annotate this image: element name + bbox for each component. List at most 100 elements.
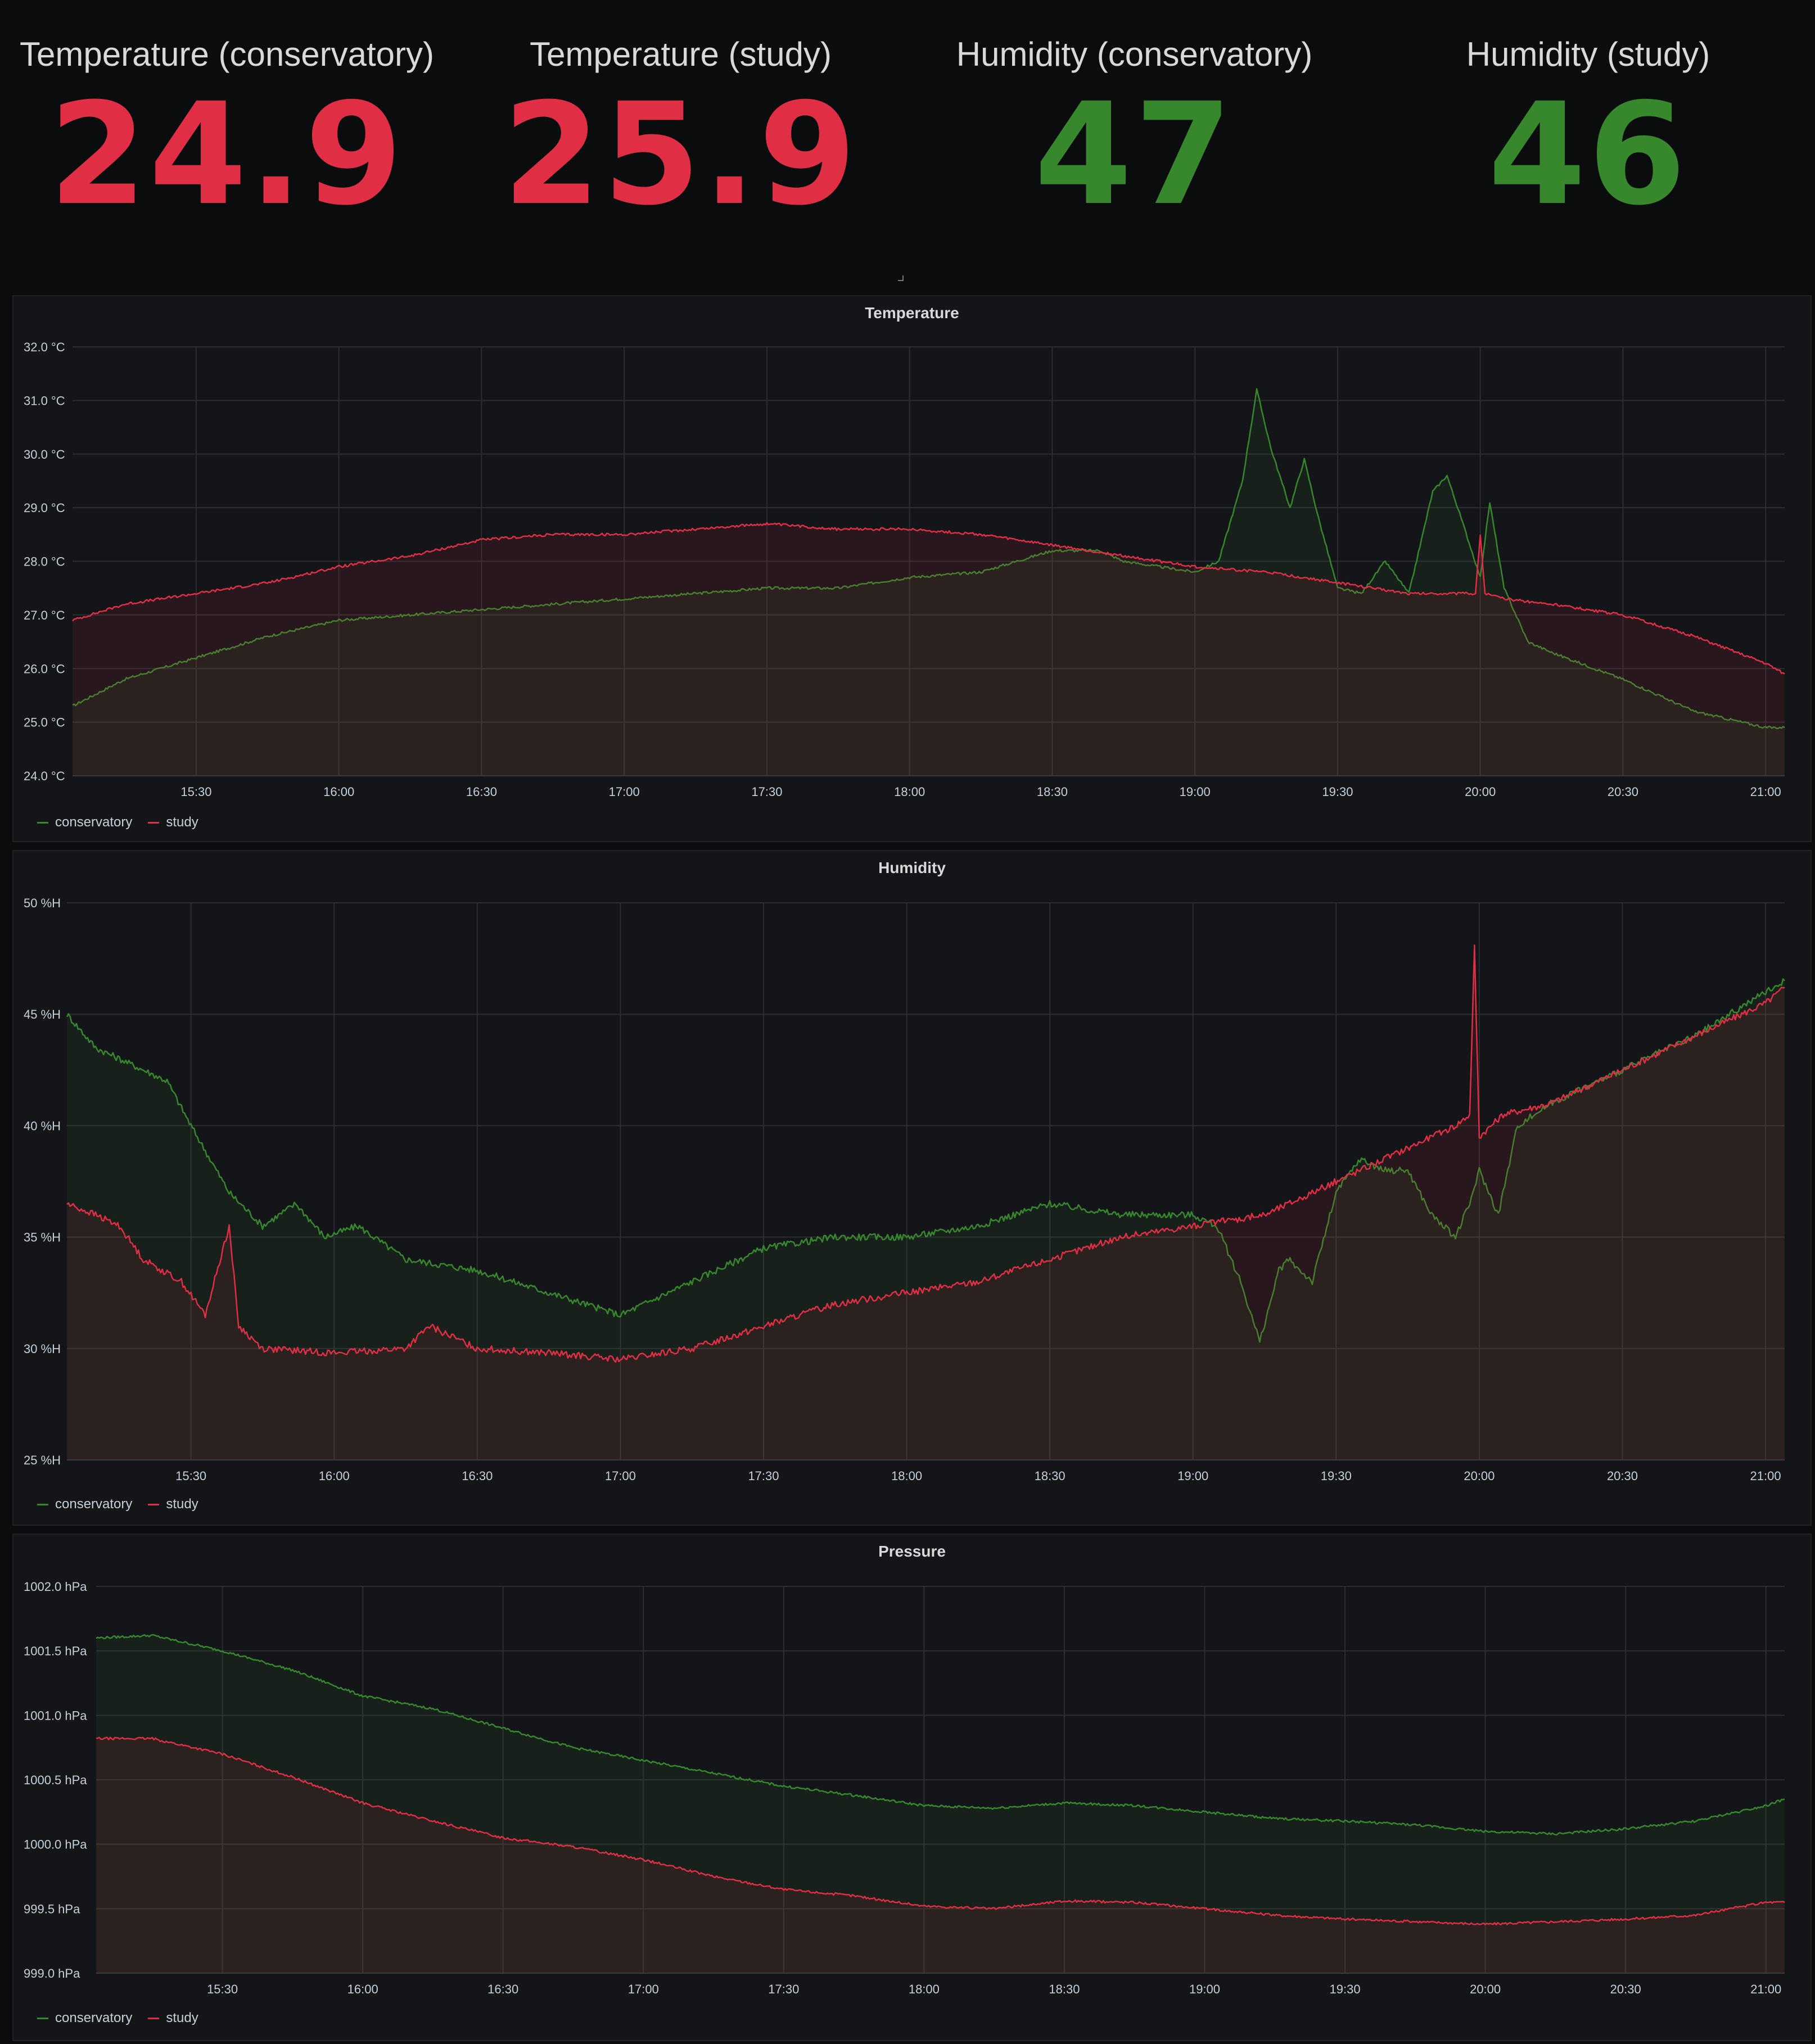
- legend-swatch-icon: [148, 1503, 160, 1505]
- x-tick-label: 20:00: [1470, 1982, 1501, 1996]
- legend-swatch-icon: [148, 2017, 160, 2019]
- y-tick-label: 999.0 hPa: [24, 1966, 80, 1980]
- legend-item-conservatory[interactable]: conservatory: [37, 815, 132, 830]
- x-tick-label: 19:30: [1321, 1469, 1352, 1483]
- stat-value: 47: [1034, 73, 1235, 236]
- y-tick-label: 29.0 °C: [24, 501, 65, 515]
- y-tick-label: 25.0 °C: [24, 716, 65, 730]
- y-tick-label: 25 %H: [24, 1453, 61, 1467]
- legend-item-conservatory[interactable]: conservatory: [37, 2010, 132, 2026]
- x-tick-label: 15:30: [207, 1982, 238, 1996]
- legend-item-study[interactable]: study: [148, 815, 198, 830]
- pressure-chart[interactable]: 999.0 hPa 999.5 hPa 1000.0 hPa 1000.5 hPa 10…: [13, 1535, 1811, 2040]
- legend-item-study[interactable]: study: [148, 1496, 198, 1512]
- temperature-chart[interactable]: 24.0 °C 25.0 °C 26.0 °C 27.0 °C 28.0 °C 29.0 …: [13, 296, 1811, 841]
- x-tick-label: 21:00: [1750, 1982, 1781, 1996]
- x-tick-label: 18:30: [1049, 1982, 1080, 1996]
- legend-label: conservatory: [55, 1496, 133, 1512]
- legend-item-conservatory[interactable]: conservatory: [37, 1496, 132, 1512]
- x-tick-label: 16:00: [347, 1982, 378, 1996]
- series-area-conservatory: [67, 979, 1785, 1460]
- series-area-conservatory: [96, 1635, 1785, 1973]
- y-tick-label: 26.0 °C: [24, 662, 65, 676]
- series-area-conservatory: [73, 388, 1785, 776]
- y-tick-label: 27.0 °C: [24, 608, 65, 622]
- y-tick-label: 35 %H: [24, 1231, 61, 1245]
- legend-label: study: [166, 2010, 198, 2025]
- stat-title: Humidity (conservatory): [956, 35, 1313, 73]
- x-tick-label: 16:30: [462, 1469, 493, 1483]
- x-tick-label: 17:30: [768, 1982, 799, 1996]
- stat-title: Humidity (study): [1466, 35, 1710, 73]
- x-tick-label: 18:00: [909, 1982, 940, 1996]
- x-tick-label: 20:30: [1607, 1469, 1638, 1483]
- legend-swatch-icon: [37, 1503, 48, 1505]
- x-tick-label: 21:00: [1750, 785, 1781, 799]
- legend-item-study[interactable]: study: [148, 2010, 198, 2026]
- panel-title[interactable]: Humidity: [878, 859, 946, 876]
- stat-value: 25.9: [503, 73, 859, 236]
- x-tick-label: 17:00: [628, 1982, 659, 1996]
- stat-temperature-conservatory[interactable]: Temperature (conservatory) 24.9: [0, 0, 454, 281]
- stat-title: Temperature (study): [530, 35, 832, 73]
- x-tick-label: 21:00: [1750, 1469, 1781, 1483]
- y-tick-label: 1001.0 hPa: [24, 1708, 87, 1722]
- legend-label: conservatory: [55, 815, 133, 830]
- series-line-conservatory[interactable]: [96, 1634, 1785, 1836]
- temperature-graph-panel[interactable]: Temperature 24.0 °C 25.0 °C 26.0 °C 27.0 °C…: [12, 295, 1812, 842]
- x-tick-label: 17:30: [748, 1469, 779, 1483]
- resize-handle-icon[interactable]: [898, 275, 904, 281]
- x-tick-label: 19:00: [1189, 1982, 1220, 1996]
- series-line-study[interactable]: [72, 522, 1785, 675]
- stat-panels-row: Temperature (conservatory) 24.9 Temperat…: [0, 0, 1815, 292]
- y-tick-label: 24.0 °C: [24, 769, 65, 783]
- x-tick-label: 19:30: [1330, 1982, 1361, 1996]
- x-tick-label: 20:30: [1610, 1982, 1641, 1996]
- legend-swatch-icon: [37, 821, 48, 824]
- x-tick-label: 18:00: [891, 1469, 922, 1483]
- series-line-study[interactable]: [96, 1737, 1785, 1926]
- y-tick-label: 1000.5 hPa: [24, 1773, 87, 1787]
- y-tick-label: 40 %H: [24, 1119, 61, 1133]
- stat-humidity-conservatory[interactable]: Humidity (conservatory) 47: [908, 0, 1361, 281]
- stat-humidity-study[interactable]: Humidity (study) 46: [1361, 0, 1815, 281]
- panel-title[interactable]: Temperature: [865, 304, 959, 322]
- y-tick-label: 1002.0 hPa: [24, 1580, 87, 1594]
- x-tick-label: 15:30: [175, 1469, 206, 1483]
- x-tick-label: 19:30: [1322, 785, 1353, 799]
- panel-title[interactable]: Pressure: [878, 1543, 946, 1560]
- x-tick-label: 18:30: [1037, 785, 1068, 799]
- legend: conservatory study: [37, 815, 214, 830]
- legend-label: conservatory: [55, 2010, 133, 2025]
- stat-value: 46: [1488, 73, 1688, 236]
- x-tick-label: 16:30: [466, 785, 497, 799]
- y-tick-label: 50 %H: [24, 896, 61, 910]
- humidity-chart[interactable]: 25 %H 30 %H 35 %H 40 %H 45 %H 50 %H 15:30 16:00…: [13, 851, 1811, 1525]
- humidity-graph-panel[interactable]: Humidity 25 %H 30 %H 35 %H 40 %H 45 %H 50 %H 1…: [12, 850, 1812, 1526]
- series-line-conservatory[interactable]: [72, 388, 1785, 730]
- x-tick-label: 19:00: [1177, 1469, 1208, 1483]
- y-tick-label: 1001.5 hPa: [24, 1644, 87, 1658]
- x-tick-label: 17:30: [751, 785, 782, 799]
- x-tick-label: 15:30: [180, 785, 211, 799]
- legend-swatch-icon: [148, 821, 160, 824]
- series-line-study[interactable]: [66, 944, 1785, 1363]
- pressure-graph-panel[interactable]: Pressure 999.0 hPa 999.5 hPa 1000.0 hPa 100…: [12, 1534, 1812, 2041]
- y-tick-label: 31.0 °C: [24, 394, 65, 408]
- series-area-study: [96, 1737, 1785, 1973]
- series-area-study: [67, 945, 1785, 1460]
- y-tick-label: 30.0 °C: [24, 447, 65, 462]
- stat-value: 24.9: [49, 73, 405, 236]
- y-tick-label: 1000.0 hPa: [24, 1838, 87, 1852]
- y-tick-label: 28.0 °C: [24, 555, 65, 569]
- x-tick-label: 16:00: [323, 785, 354, 799]
- y-tick-label: 32.0 °C: [24, 340, 65, 354]
- legend-swatch-icon: [37, 2017, 48, 2019]
- x-tick-label: 20:00: [1465, 785, 1496, 799]
- x-tick-label: 19:00: [1180, 785, 1211, 799]
- stat-temperature-study[interactable]: Temperature (study) 25.9: [454, 0, 908, 281]
- series-line-conservatory[interactable]: [66, 978, 1785, 1343]
- x-tick-label: 18:00: [894, 785, 925, 799]
- y-tick-label: 45 %H: [24, 1007, 61, 1021]
- legend: conservatory study: [37, 1496, 214, 1512]
